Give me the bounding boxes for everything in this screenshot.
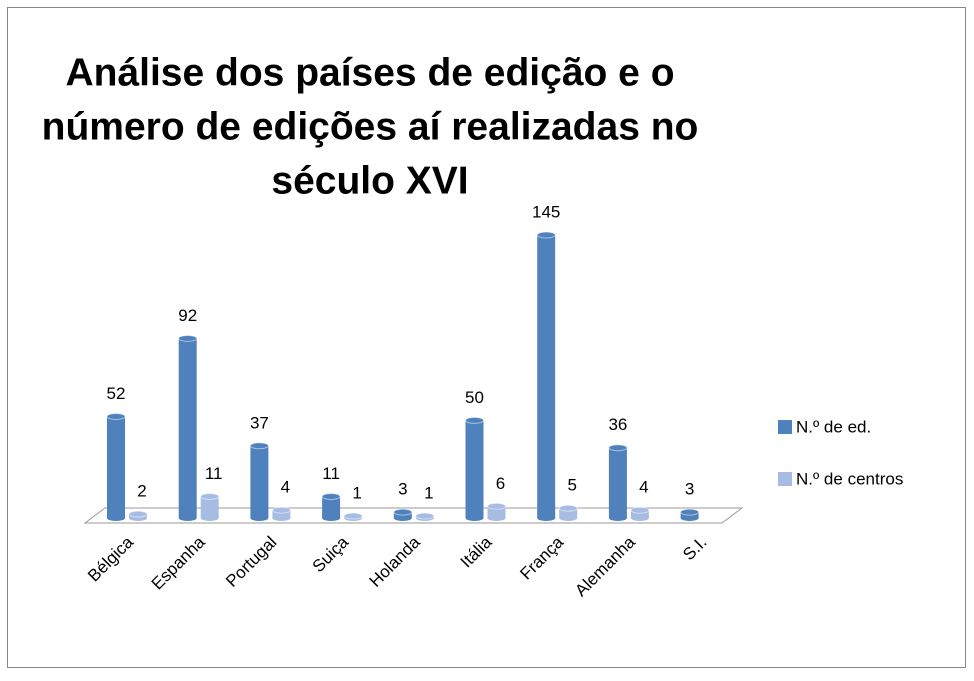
bar-top	[415, 512, 435, 520]
data-label: 1	[424, 484, 433, 503]
bar	[680, 508, 700, 521]
data-label: 145	[532, 202, 560, 221]
chart-title: número de edições aí realizadas no	[42, 105, 699, 148]
bar-top	[106, 413, 126, 421]
bar-bottom	[487, 515, 506, 521]
bar	[393, 508, 413, 521]
bar	[465, 416, 484, 521]
bar-body	[537, 235, 556, 518]
chart-title: Análise dos países de edição e o	[65, 51, 674, 94]
bar	[106, 413, 126, 521]
bar-body	[559, 508, 578, 518]
legend-label: N.º de ed.	[796, 417, 871, 436]
bar	[415, 512, 435, 521]
bar	[321, 493, 341, 521]
bar-body	[200, 496, 219, 518]
bar-bottom	[200, 515, 219, 521]
data-label: 3	[685, 480, 694, 499]
data-label: 11	[205, 464, 223, 483]
bar-top	[200, 493, 220, 501]
data-label: 36	[608, 415, 627, 434]
bar	[271, 506, 291, 521]
data-label: 6	[496, 474, 505, 493]
bar-top	[321, 493, 341, 501]
bar-top	[128, 510, 148, 518]
bar-bottom	[322, 515, 341, 521]
bar	[343, 512, 363, 521]
bar-top	[487, 502, 506, 510]
bar-bottom	[393, 515, 412, 521]
bar	[487, 502, 506, 521]
data-label: 2	[137, 482, 146, 501]
bar-body	[178, 338, 197, 518]
data-label: 4	[281, 478, 290, 497]
bar-bottom	[608, 515, 627, 521]
bar	[200, 493, 220, 521]
legend-swatch	[778, 472, 792, 486]
bar-top	[249, 442, 269, 450]
bar	[128, 510, 148, 521]
data-label: 3	[398, 480, 407, 499]
chart-title: século XVI	[271, 159, 468, 202]
bar-bottom	[178, 515, 197, 521]
bar-top	[536, 231, 556, 239]
bar-top	[465, 416, 484, 424]
legend-label: N.º de centros	[796, 469, 903, 488]
bar-bottom	[107, 515, 125, 521]
bar-top	[558, 504, 578, 512]
bar-body	[487, 506, 506, 518]
bar	[178, 334, 198, 521]
data-label: 5	[567, 476, 576, 495]
bar-top	[630, 506, 650, 514]
bar-bottom	[272, 515, 291, 521]
bar-bottom	[630, 515, 649, 521]
data-label: 11	[322, 464, 340, 483]
bar-body	[630, 510, 649, 518]
bar	[536, 231, 556, 521]
bar-top	[608, 444, 628, 452]
bar	[630, 506, 650, 521]
bar-bottom	[465, 515, 484, 521]
bar-body	[322, 496, 341, 518]
bar	[558, 504, 578, 521]
bar-body	[250, 445, 269, 518]
bar-bottom	[250, 515, 269, 521]
data-label: 37	[250, 413, 269, 432]
bar-bottom	[537, 515, 556, 521]
bar-top	[343, 512, 363, 520]
bar-top	[271, 506, 291, 514]
bar-body	[608, 447, 627, 518]
bar	[608, 444, 628, 521]
data-label: 92	[178, 306, 197, 325]
legend-swatch	[778, 420, 792, 434]
bar-top	[178, 334, 198, 342]
data-label: 1	[352, 484, 361, 503]
bar-body	[272, 510, 291, 518]
floor	[83, 507, 744, 524]
bar-body	[465, 420, 484, 518]
chart-border	[7, 7, 966, 668]
data-label: 4	[639, 478, 648, 497]
bar-top	[393, 508, 413, 516]
bar-bottom	[559, 515, 578, 521]
data-label: 50	[465, 388, 484, 407]
bar-body	[107, 416, 125, 518]
bar-bottom	[680, 515, 699, 521]
bar	[249, 442, 269, 521]
bar-top	[680, 508, 700, 516]
data-label: 52	[107, 384, 126, 403]
